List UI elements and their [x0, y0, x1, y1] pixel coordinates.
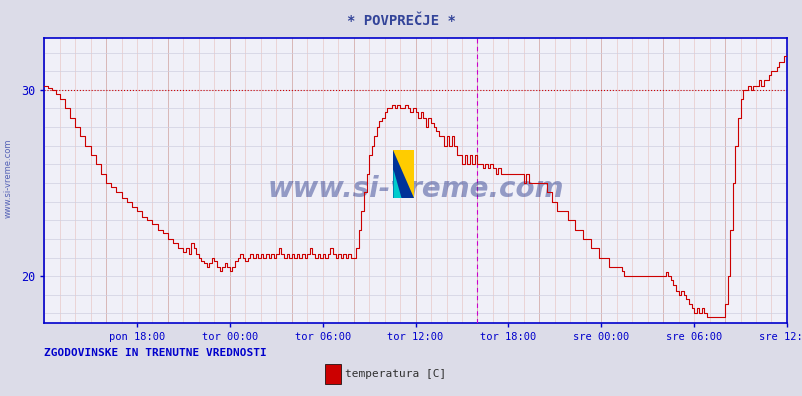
Text: temperatura [C]: temperatura [C]	[345, 369, 446, 379]
Text: www.si-vreme.com: www.si-vreme.com	[4, 139, 13, 218]
Text: * POVPREČJE *: * POVPREČJE *	[346, 14, 456, 28]
Polygon shape	[393, 169, 401, 198]
Text: www.si-vreme.com: www.si-vreme.com	[267, 175, 563, 203]
Polygon shape	[393, 150, 413, 198]
Text: ZGODOVINSKE IN TRENUTNE VREDNOSTI: ZGODOVINSKE IN TRENUTNE VREDNOSTI	[44, 348, 266, 358]
